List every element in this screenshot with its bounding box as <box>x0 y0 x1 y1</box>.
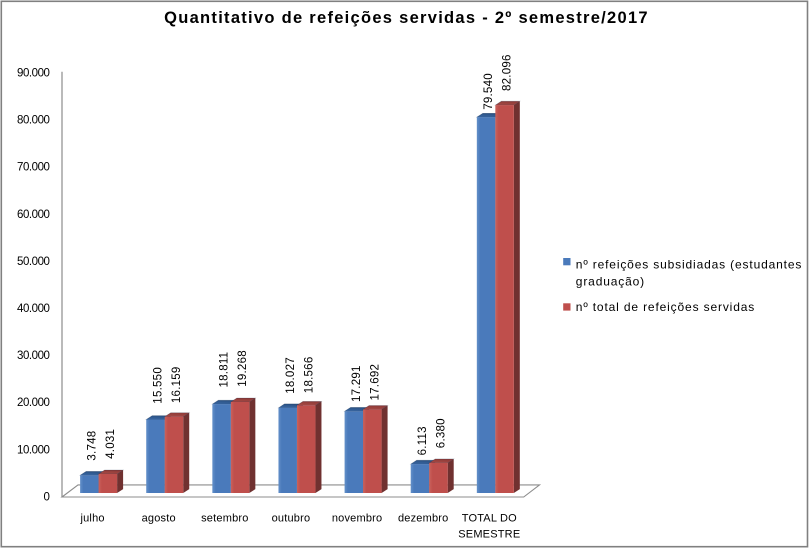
svg-text:6.380: 6.380 <box>436 418 448 448</box>
svg-text:90.000: 90.000 <box>17 68 50 80</box>
svg-text:julho: julho <box>79 513 104 525</box>
svg-text:15.550: 15.550 <box>153 367 165 404</box>
svg-text:20.000: 20.000 <box>17 397 50 409</box>
svg-text:19.268: 19.268 <box>237 350 249 387</box>
svg-text:graduação): graduação) <box>576 274 645 288</box>
svg-text:18.027: 18.027 <box>285 357 297 394</box>
svg-text:dezembro: dezembro <box>398 513 449 525</box>
svg-text:30.000: 30.000 <box>17 350 50 362</box>
svg-text:18.811: 18.811 <box>219 352 231 388</box>
svg-text:nº refeições subsidiadas (estu: nº refeições subsidiadas (estudantes <box>576 257 802 271</box>
svg-text:Quantitativo de refeições serv: Quantitativo de refeições servidas - 2º … <box>164 9 649 27</box>
svg-text:6.113: 6.113 <box>417 426 429 455</box>
svg-text:17.291: 17.291 <box>351 365 363 402</box>
svg-text:3.748: 3.748 <box>86 431 98 461</box>
svg-text:4.031: 4.031 <box>105 429 117 459</box>
svg-text:82.096: 82.096 <box>502 54 514 91</box>
svg-text:nº total de refeições servidas: nº total de refeições servidas <box>576 300 755 314</box>
svg-text:outubro: outubro <box>272 513 311 525</box>
svg-text:agosto: agosto <box>142 513 176 525</box>
svg-text:18.566: 18.566 <box>303 357 315 394</box>
svg-text:60.000: 60.000 <box>17 209 50 221</box>
svg-text:50.000: 50.000 <box>17 256 50 268</box>
svg-text:16.159: 16.159 <box>171 366 183 403</box>
svg-text:TOTAL DO: TOTAL DO <box>462 513 517 525</box>
svg-text:0: 0 <box>44 491 50 503</box>
svg-text:setembro: setembro <box>201 513 248 525</box>
svg-text:SEMESTRE: SEMESTRE <box>458 529 520 541</box>
svg-text:17.692: 17.692 <box>369 364 381 401</box>
svg-text:10.000: 10.000 <box>17 444 50 456</box>
svg-text:70.000: 70.000 <box>17 162 50 174</box>
svg-text:79.540: 79.540 <box>483 73 495 110</box>
svg-text:40.000: 40.000 <box>17 303 50 315</box>
svg-text:80.000: 80.000 <box>17 115 50 127</box>
svg-text:novembro: novembro <box>332 513 383 525</box>
